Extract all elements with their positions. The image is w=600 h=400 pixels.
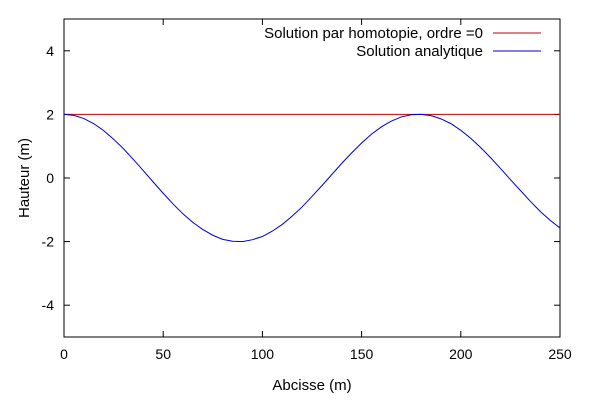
series-line-2	[63, 113, 561, 243]
y-tick-label: -4	[42, 297, 55, 313]
legend: Solution par homotopie, ordre =0Solution…	[264, 25, 541, 60]
legend-label-1: Solution par homotopie, ordre =0	[264, 25, 483, 42]
x-tick-label: 200	[449, 346, 473, 362]
x-tick-label: 50	[155, 346, 171, 362]
y-tick-label: 4	[46, 43, 54, 59]
x-tick-label: 0	[60, 346, 68, 362]
axis-ticks	[63, 19, 561, 337]
series-layer	[63, 113, 561, 243]
x-tick-label: 150	[350, 346, 374, 362]
x-tick-label: 250	[548, 346, 572, 362]
y-tick-label: 2	[46, 106, 54, 122]
plot-frame	[63, 18, 561, 338]
y-tick-label: -2	[42, 234, 55, 250]
x-axis-label: Abcisse (m)	[272, 377, 351, 394]
x-tick-label: 100	[251, 346, 275, 362]
axis-tick-labels: 0 50 100 150 200 250 -4 -2 0 2 4	[42, 43, 572, 362]
y-tick-label: 0	[46, 170, 54, 186]
y-axis-label: Hauteur (m)	[16, 138, 33, 218]
legend-label-2: Solution analytique	[356, 43, 483, 60]
